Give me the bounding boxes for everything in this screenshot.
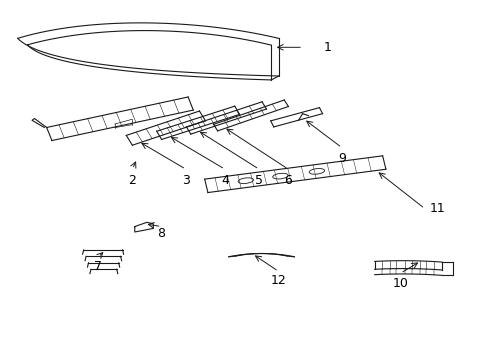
Text: 1: 1	[323, 41, 331, 54]
Text: 2: 2	[128, 174, 136, 186]
Text: 8: 8	[157, 227, 165, 240]
Text: 10: 10	[392, 278, 407, 291]
Text: 9: 9	[337, 152, 345, 165]
Text: 3: 3	[182, 174, 189, 186]
Text: 6: 6	[284, 174, 292, 186]
Text: 4: 4	[221, 174, 228, 186]
Text: 11: 11	[428, 202, 444, 215]
Text: 5: 5	[255, 174, 263, 186]
Text: 12: 12	[270, 274, 286, 287]
Text: 7: 7	[94, 260, 102, 273]
